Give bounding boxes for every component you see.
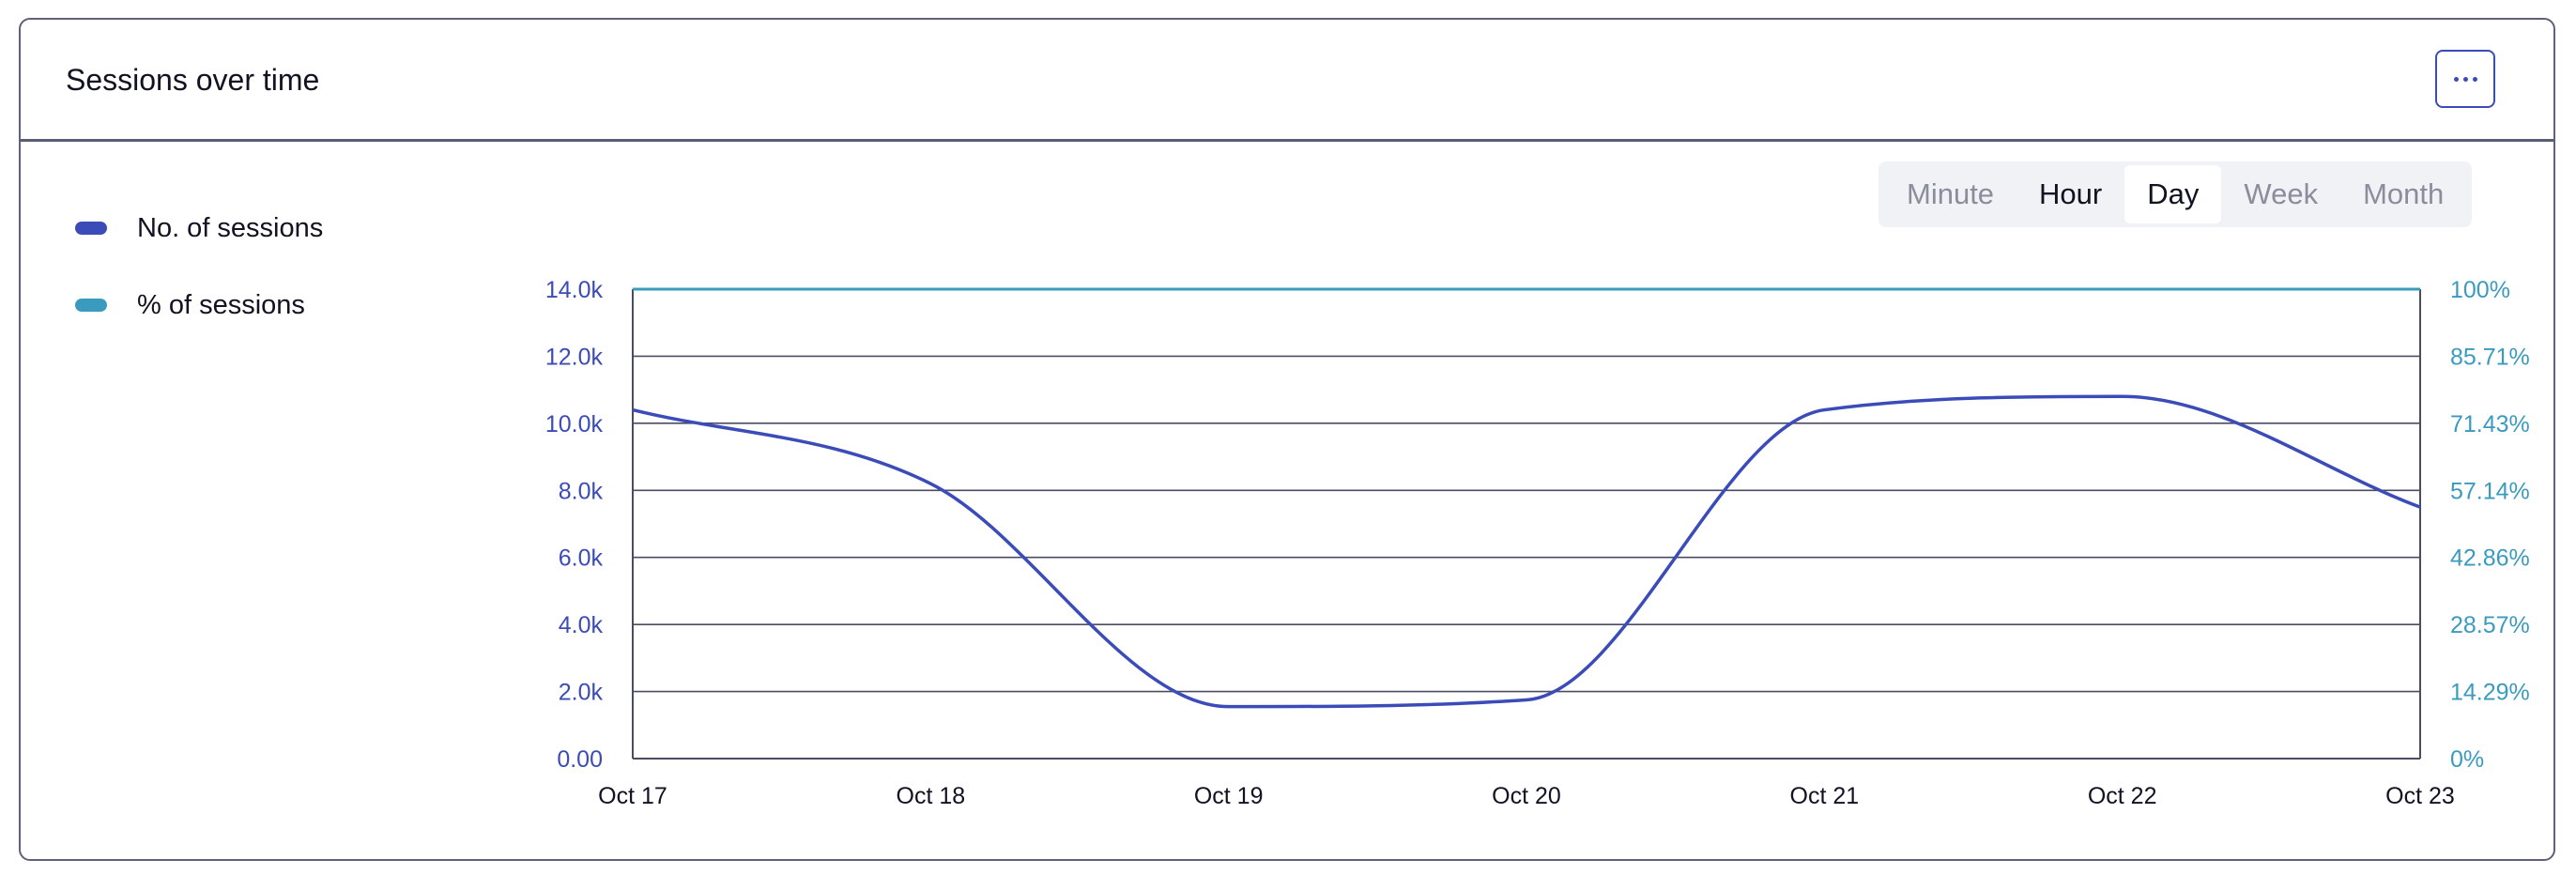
legend-item-sessions[interactable]: No. of sessions	[75, 208, 323, 248]
granularity-toggle: Minute Hour Day Week Month	[1878, 161, 2473, 227]
x-tick-label: Oct 22	[2088, 783, 2157, 809]
y-right-tick-label: 42.86%	[2450, 545, 2530, 572]
y-right-tick-label: 28.57%	[2450, 612, 2530, 638]
y-left-tick-label: 12.0k	[545, 344, 604, 370]
legend-swatch-sessions	[75, 222, 107, 235]
legend-item-percent[interactable]: % of sessions	[75, 285, 323, 325]
card-header: Sessions over time	[21, 20, 2553, 142]
y-right-tick-label: 0%	[2450, 746, 2484, 773]
more-options-button[interactable]	[2435, 50, 2495, 108]
y-left-tick-label: 8.0k	[559, 478, 604, 504]
y-left-tick-label: 0.00	[557, 746, 603, 773]
legend-label: No. of sessions	[137, 212, 324, 243]
ellipsis-icon	[2453, 76, 2477, 82]
y-left-tick-label: 10.0k	[545, 411, 604, 438]
series-line-sessions	[632, 394, 2421, 709]
x-tick-label: Oct 23	[2385, 783, 2455, 809]
tab-day[interactable]: Day	[2124, 165, 2222, 223]
tab-week[interactable]: Week	[2244, 177, 2319, 210]
card-title: Sessions over time	[66, 63, 320, 97]
legend-label: % of sessions	[137, 289, 305, 320]
x-tick-label: Oct 17	[598, 783, 667, 809]
tab-month[interactable]: Month	[2363, 177, 2445, 210]
tab-minute[interactable]: Minute	[1907, 177, 1995, 210]
y-left-tick-label: 6.0k	[559, 545, 604, 572]
y-left-tick-label: 4.0k	[559, 612, 604, 638]
y-right-tick-label: 100%	[2450, 277, 2510, 303]
y-right-tick-label: 85.71%	[2450, 344, 2530, 370]
x-tick-label: Oct 19	[1194, 783, 1264, 809]
y-right-tick-label: 57.14%	[2450, 478, 2530, 504]
tab-hour[interactable]: Hour	[2039, 177, 2103, 210]
x-tick-label: Oct 18	[897, 783, 966, 809]
y-left-tick-label: 2.0k	[559, 680, 604, 706]
x-tick-label: Oct 20	[1492, 783, 1561, 809]
sessions-card: Sessions over time	[19, 18, 2555, 861]
chart-legend: No. of sessions % of sessions	[75, 208, 323, 362]
legend-swatch-percent	[75, 299, 107, 312]
y-right-tick-label: 14.29%	[2450, 680, 2530, 706]
x-tick-label: Oct 21	[1790, 783, 1860, 809]
y-right-tick-label: 71.43%	[2450, 411, 2530, 438]
y-left-tick-label: 14.0k	[545, 277, 604, 303]
